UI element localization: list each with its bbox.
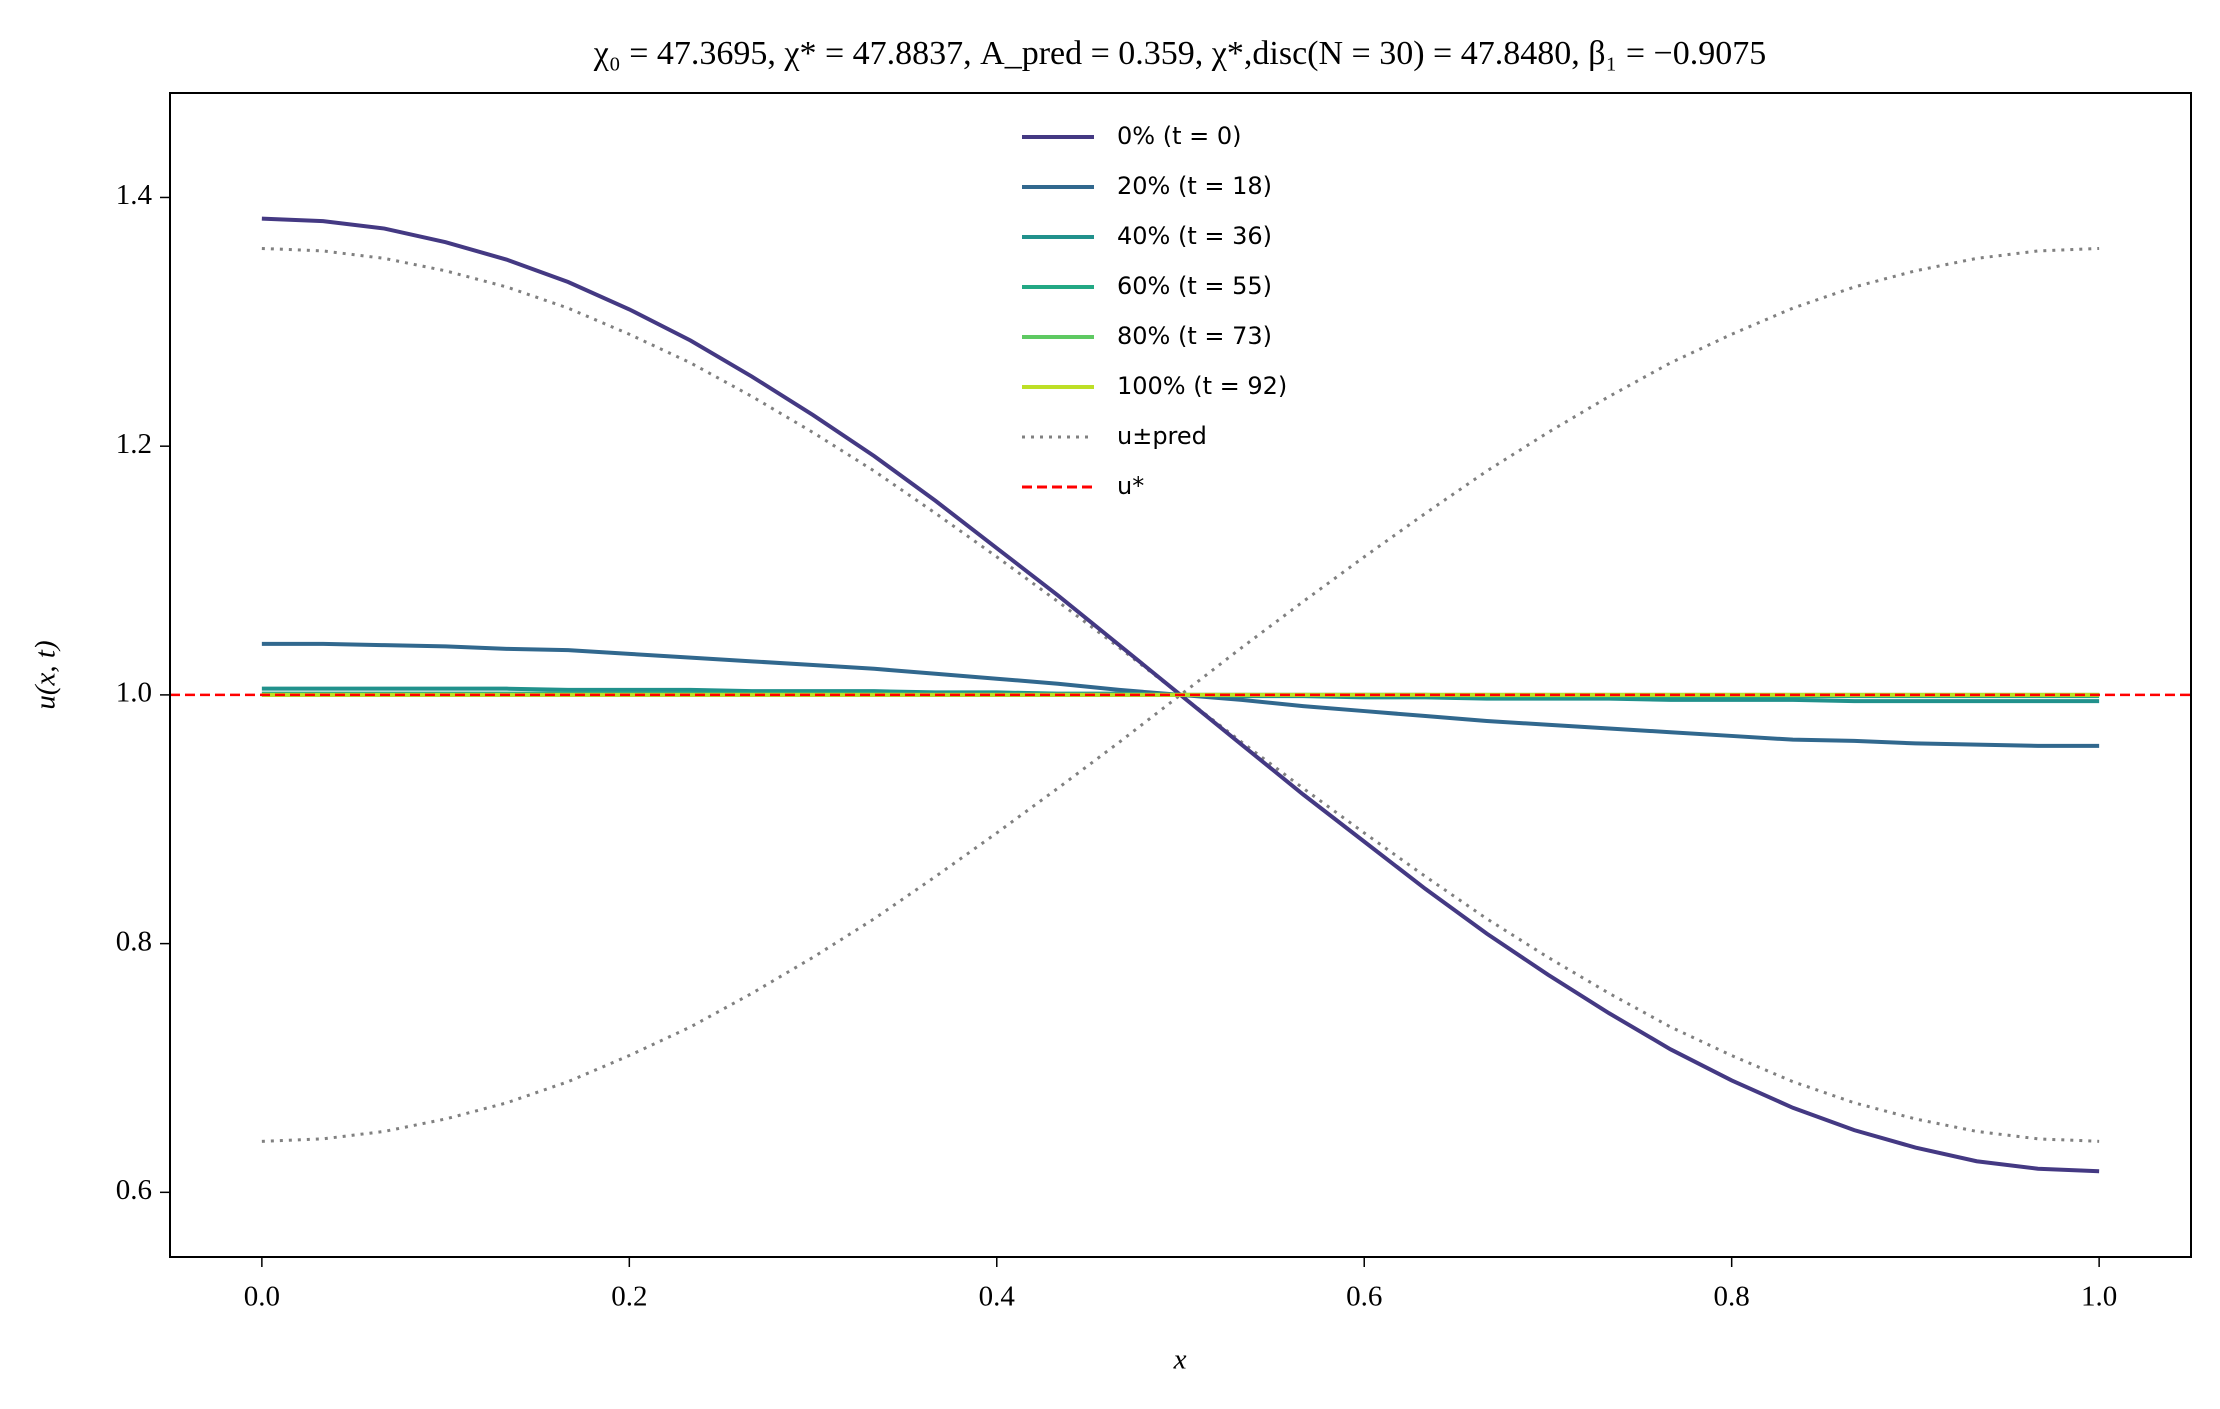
legend-label: 0% (t = 0) [1117, 122, 1241, 150]
legend-label: 80% (t = 73) [1117, 322, 1272, 350]
y-tick-label: 0.6 [116, 1174, 152, 1206]
x-tick-label: 0.4 [979, 1281, 1016, 1313]
legend-label: 40% (t = 36) [1117, 222, 1272, 250]
y-tick-label: 1.2 [116, 428, 152, 460]
chart-title: χ₀ = 47.3695, χ* = 47.8837, A_pred = 0.3… [593, 35, 1766, 72]
y-tick-label: 0.8 [116, 925, 152, 957]
y-axis-label: u(x, t) [30, 640, 62, 709]
x-tick-label: 0.8 [1714, 1281, 1750, 1313]
legend-label: u±pred [1117, 422, 1207, 450]
x-tick-label: 0.2 [611, 1281, 647, 1313]
legend-label: u* [1117, 472, 1144, 500]
plot-frame [169, 92, 2192, 1258]
x-tick-label: 0.6 [1346, 1281, 1382, 1313]
x-axis-label: x [1173, 1344, 1187, 1376]
x-tick-label: 0.0 [244, 1281, 280, 1313]
legend-label: 60% (t = 55) [1117, 272, 1272, 300]
y-tick-label: 1.0 [116, 677, 152, 709]
legend-label: 100% (t = 92) [1117, 372, 1287, 400]
x-tick-label: 1.0 [2081, 1281, 2117, 1313]
legend-label: 20% (t = 18) [1117, 172, 1272, 200]
y-tick-label: 1.4 [116, 179, 153, 211]
